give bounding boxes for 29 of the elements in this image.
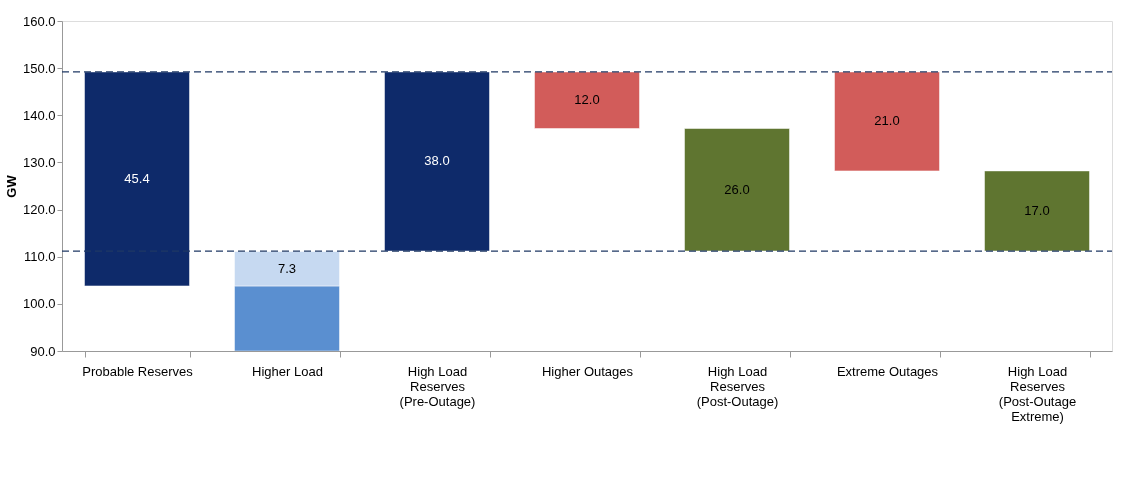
- y-tick-label: 100.0: [22, 296, 56, 312]
- data-label: 7.3: [277, 260, 297, 276]
- bar: [534, 71, 640, 129]
- bar: [834, 71, 940, 172]
- bar: [384, 71, 490, 252]
- x-tick-label: High Load Reserves (Pre-Outage): [399, 363, 476, 409]
- y-tick-label: 150.0: [22, 60, 56, 76]
- data-label: 45.4: [124, 170, 150, 186]
- bar: [684, 128, 790, 252]
- x-tick-label: High Load Reserves (Post-Outage Extreme): [998, 363, 1077, 424]
- y-tick-label: 140.0: [22, 107, 56, 123]
- y-tick-label: 90.0: [30, 343, 56, 359]
- y-tick-label: 130.0: [22, 154, 56, 170]
- y-tick-label: 160.0: [22, 13, 56, 29]
- bar: [984, 170, 1090, 252]
- x-tick-label: High Load Reserves (Post-Outage): [696, 363, 779, 409]
- y-axis-title: GW: [3, 174, 19, 198]
- x-tick-label: Higher Outages: [541, 363, 634, 379]
- y-tick-label: 120.0: [22, 202, 56, 218]
- x-tick-label: Extreme Outages: [836, 363, 939, 379]
- data-label: 21.0: [874, 113, 900, 129]
- y-tick-label: 110.0: [23, 249, 56, 265]
- x-tick-label: Probable Reserves: [82, 363, 194, 379]
- x-tick-label: Higher Load: [252, 363, 323, 379]
- data-label: 17.0: [1024, 202, 1050, 218]
- data-label: 26.0: [724, 181, 750, 197]
- bar: [84, 71, 190, 287]
- data-label: 12.0: [574, 92, 600, 108]
- data-label: 38.0: [424, 153, 450, 169]
